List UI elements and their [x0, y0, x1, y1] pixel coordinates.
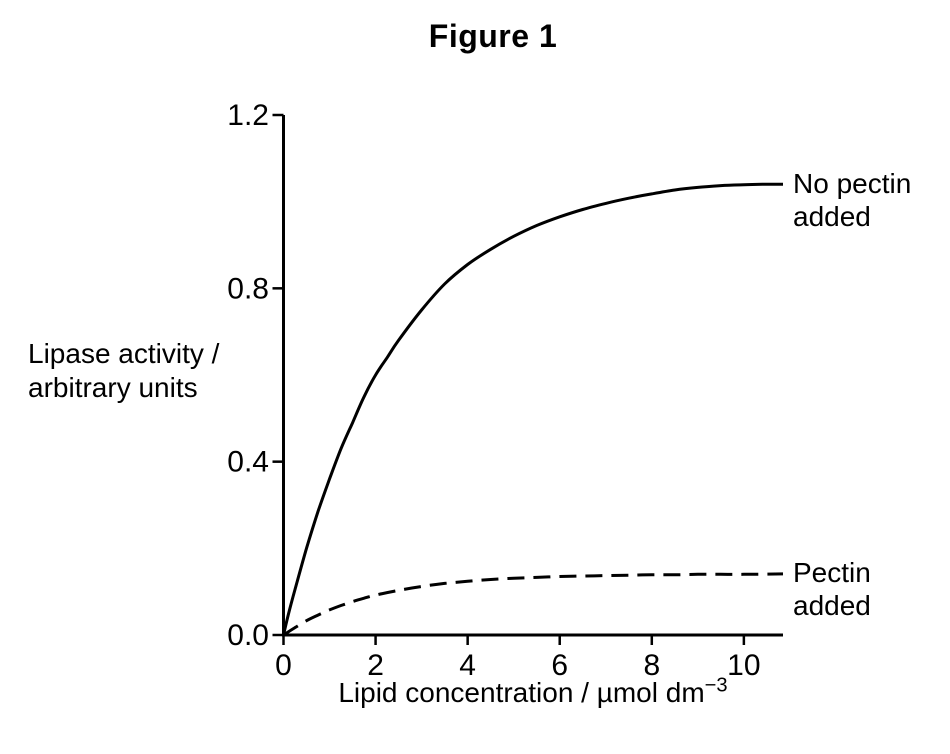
curve-no-pectin: [282, 182, 783, 636]
series-label-pectin-line2: added: [793, 590, 871, 621]
x-tick-label: 0: [275, 649, 292, 682]
series-label-no-pectin-line1: No pectin: [793, 168, 912, 199]
y-tick-label: 0.8: [227, 272, 269, 305]
x-axis-title-exponent: −3: [704, 674, 728, 697]
series-label-pectin: Pectin added: [793, 556, 871, 622]
y-axis-title-line1: Lipase activity /: [28, 338, 220, 369]
x-tick-label: 10: [727, 649, 760, 682]
series-label-no-pectin: No pectin added: [793, 167, 911, 233]
y-axis-title: Lipase activity / arbitrary units: [28, 337, 219, 405]
x-tick-label: 6: [551, 649, 568, 682]
y-axis-title-line2: arbitrary units: [28, 372, 198, 403]
x-axis-title: Lipid concentration / µmol dm−3: [283, 676, 783, 710]
figure-title: Figure 1: [428, 18, 558, 54]
x-tick-label: 2: [367, 649, 384, 682]
x-tick-label: 4: [459, 649, 476, 682]
curve-pectin: [282, 572, 784, 637]
y-tick-label: 0.4: [227, 446, 269, 479]
x-tick-label: 8: [643, 649, 660, 682]
x-axis-title-text: Lipid concentration / µmol dm: [338, 677, 705, 708]
y-tick-label: 0.0: [227, 619, 269, 652]
y-tick-label: 1.2: [227, 99, 269, 132]
series-label-pectin-line1: Pectin: [793, 557, 871, 588]
series-label-no-pectin-line2: added: [793, 201, 871, 232]
